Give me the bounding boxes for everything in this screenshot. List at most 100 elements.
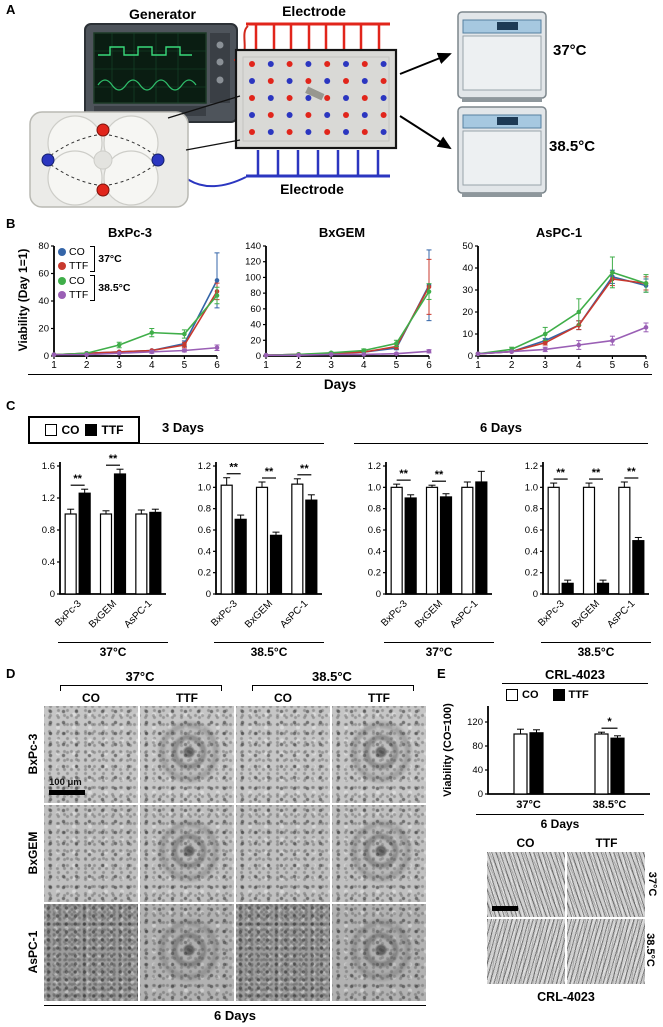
svg-text:37°C: 37°C <box>516 799 541 811</box>
legend-co-37-label: CO <box>69 246 85 258</box>
svg-text:0: 0 <box>256 351 261 362</box>
svg-text:60: 60 <box>38 269 49 280</box>
e-micro-footer: CRL-4023 <box>537 990 595 1004</box>
svg-text:120: 120 <box>245 257 261 268</box>
svg-text:1.2: 1.2 <box>198 461 211 472</box>
svg-text:20: 20 <box>462 307 473 318</box>
svg-text:3: 3 <box>116 360 122 371</box>
culture-dish-icon <box>234 48 398 150</box>
legend-ttf-385-label: TTF <box>69 289 89 301</box>
svg-text:1.0: 1.0 <box>198 482 211 493</box>
svg-text:**: ** <box>229 462 238 474</box>
micro-bxgem-37-co <box>44 805 138 902</box>
svg-text:BxGEM: BxGEM <box>87 598 119 630</box>
electrode-top-label: Electrode <box>282 3 346 19</box>
svg-text:40: 40 <box>250 320 261 331</box>
svg-text:80: 80 <box>38 241 49 252</box>
chart-title-bxgem: BxGEM <box>318 225 366 240</box>
d-temp-37-bracket <box>60 685 222 691</box>
connector-lines <box>167 95 241 151</box>
micro-bxgem-385-co <box>236 805 330 902</box>
svg-text:100: 100 <box>245 272 261 283</box>
svg-text:2: 2 <box>84 360 90 371</box>
svg-text:4: 4 <box>361 360 367 371</box>
micro-bxgem-37-ttf <box>140 805 234 902</box>
legend-bracket-385 <box>90 275 96 301</box>
svg-text:6: 6 <box>426 360 432 371</box>
bar-chart-crl4023: 0 40 80 120 37°C * 38.5°C <box>467 706 650 811</box>
svg-text:1.0: 1.0 <box>368 482 381 493</box>
d-col-ttf-37: TTF <box>176 691 198 705</box>
legend-dot-co-37-icon <box>58 248 66 256</box>
d-temp-37-label: 37°C <box>125 669 155 684</box>
svg-text:**: ** <box>109 453 118 465</box>
generator-label: Generator <box>129 6 196 22</box>
svg-text:BxPc-3: BxPc-3 <box>536 598 567 629</box>
svg-text:**: ** <box>435 469 444 481</box>
e-legend-co-label: CO <box>522 689 539 701</box>
electrode-bottom-comb-icon <box>246 150 390 178</box>
line-chart-legend: CO TTF 37°C CO TTF 38.5°C <box>58 246 130 304</box>
svg-text:BxGEM: BxGEM <box>413 598 445 630</box>
legend-dot-co-385-icon <box>58 277 66 285</box>
svg-text:0.8: 0.8 <box>198 504 211 515</box>
line-chart-aspc1: 0 10 20 30 40 50 1 2 3 4 5 6 <box>462 241 649 371</box>
svg-text:40: 40 <box>472 765 483 776</box>
legend-co-label: CO <box>61 423 80 437</box>
days-axis-label: Days <box>323 377 357 392</box>
svg-text:120: 120 <box>467 717 483 728</box>
svg-text:20: 20 <box>250 335 261 346</box>
svg-text:0: 0 <box>478 789 483 800</box>
d-temp-385-label: 38.5°C <box>312 669 352 684</box>
svg-text:40: 40 <box>38 296 49 307</box>
svg-text:0.8: 0.8 <box>525 504 538 515</box>
svg-text:4: 4 <box>576 360 582 371</box>
micro-crl-37-ttf <box>567 852 645 917</box>
svg-text:140: 140 <box>245 241 261 252</box>
chart-title-aspc1: AsPC-1 <box>535 225 583 240</box>
header-3days-line <box>42 443 324 444</box>
e-legend: CO TTF <box>506 689 589 701</box>
micro-bxpc3-385-co <box>236 706 330 803</box>
legend-dot-ttf-37-icon <box>58 262 66 270</box>
micro-crl-385-co <box>487 919 565 984</box>
svg-text:1: 1 <box>263 360 269 371</box>
svg-text:0: 0 <box>206 589 211 600</box>
svg-text:**: ** <box>399 468 408 480</box>
header-6days-line <box>354 443 648 444</box>
svg-text:*: * <box>607 716 612 728</box>
svg-text:5: 5 <box>394 360 400 371</box>
line-chart-bxpc3: 0 20 40 60 80 1 2 3 4 5 6 <box>38 241 220 371</box>
panel-d-label: D <box>6 666 16 681</box>
d-row-bxpc3: BxPc-3 <box>26 733 40 775</box>
panel-c-label: C <box>6 398 16 413</box>
ttf-swatch-icon <box>84 424 97 436</box>
micro-aspc1-385-ttf <box>332 904 426 1001</box>
panel-a-label: A <box>6 2 16 17</box>
bar-chart-3days-385: 0 0.2 0.4 0.6 0.8 1.0 1.2 ** BxPc-3 ** BxGEM ** AsPC… <box>198 461 322 630</box>
svg-text:1.2: 1.2 <box>525 461 538 472</box>
svg-text:20: 20 <box>38 324 49 335</box>
svg-text:0.2: 0.2 <box>198 568 211 579</box>
svg-text:1.0: 1.0 <box>525 482 538 493</box>
svg-text:0.4: 0.4 <box>368 546 381 557</box>
four-well-plate-icon <box>29 111 189 208</box>
svg-text:38.5°C: 38.5°C <box>593 799 627 811</box>
d-row-bxgem: BxGEM <box>26 831 40 875</box>
svg-text:1.2: 1.2 <box>42 493 55 504</box>
d-col-ttf-385: TTF <box>368 691 390 705</box>
svg-text:0.4: 0.4 <box>42 557 55 568</box>
scale-bar-icon <box>49 790 85 795</box>
svg-text:0: 0 <box>50 589 55 600</box>
e-col-ttf: TTF <box>595 836 618 850</box>
svg-text:1: 1 <box>475 360 481 371</box>
arrow-to-incubator-385-icon <box>399 115 452 150</box>
svg-text:60: 60 <box>250 304 261 315</box>
e-scale-bar-icon <box>492 906 518 911</box>
chart-title-bxpc3: BxPc-3 <box>107 225 153 240</box>
incubator-37-temp-label: 37°C <box>553 42 587 59</box>
svg-text:**: ** <box>627 466 636 478</box>
svg-text:BxPc-3: BxPc-3 <box>53 598 84 629</box>
svg-text:2: 2 <box>296 360 302 371</box>
svg-text:0.2: 0.2 <box>368 568 381 579</box>
